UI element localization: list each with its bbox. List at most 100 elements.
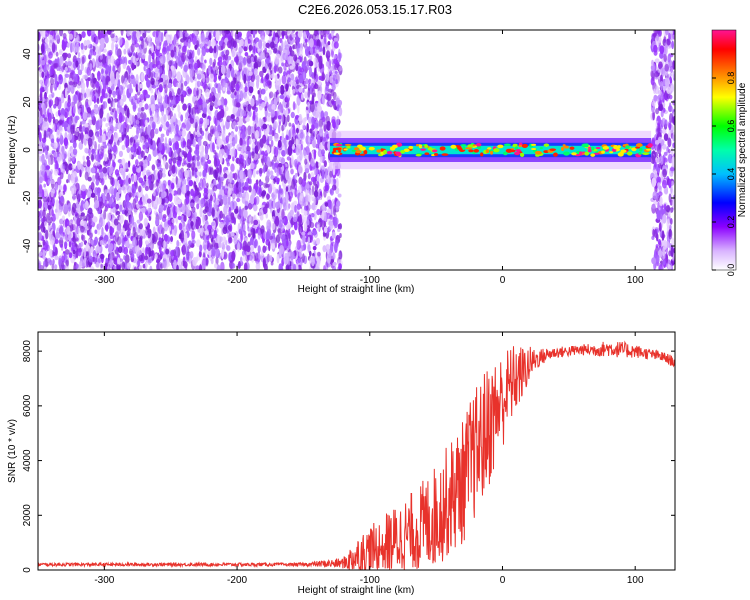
noise-mark [239,256,243,264]
noise-mark [276,253,280,264]
noise-mark [180,82,184,92]
noise-mark [137,81,141,93]
noise-mark [252,168,256,178]
noise-mark [68,252,73,259]
noise-mark [168,225,171,232]
noise-mark [86,155,90,161]
noise-mark [208,229,212,239]
noise-mark [185,194,190,205]
noise-mark [303,150,307,159]
noise-mark [144,240,149,245]
noise-mark [335,177,339,189]
noise-mark [235,54,239,65]
noise-mark [41,42,45,54]
noise-mark [203,118,208,129]
noise-mark [132,164,137,174]
noise-mark [310,176,316,183]
noise-mark [184,169,189,179]
noise-mark [151,44,154,54]
noise-mark [272,48,278,54]
noise-mark [210,183,214,189]
noise-mark [175,215,179,224]
noise-mark [95,179,100,186]
noise-mark [248,216,254,226]
noise-mark [176,160,182,166]
noise-mark [164,136,168,147]
noise-mark [120,170,125,176]
noise-mark [126,194,130,204]
noise-mark [308,181,313,186]
noise-mark [53,168,59,176]
noise-mark [258,117,262,128]
noise-mark [42,239,46,246]
noise-mark [230,80,236,89]
noise-mark [177,199,182,205]
noise-mark [150,103,156,113]
noise-mark [50,190,54,198]
noise-mark [222,80,226,86]
noise-mark [83,74,89,80]
noise-mark [160,124,163,129]
noise-mark [167,36,171,45]
noise-mark [70,124,75,135]
noise-mark [80,63,84,72]
noise-mark [109,165,114,175]
noise-mark [38,131,42,142]
noise-mark [107,245,113,254]
noise-mark [132,226,136,238]
noise-mark [115,210,121,216]
noise-mark [53,151,58,158]
noise-mark [84,127,90,134]
noise-mark [217,138,223,149]
noise-mark [109,176,114,185]
noise-mark [270,139,274,147]
noise-mark [94,229,98,235]
noise-mark [142,247,145,255]
noise-mark [115,203,120,210]
noise-mark [136,219,141,224]
noise-mark [205,182,209,189]
noise-mark [146,35,151,42]
noise-mark [161,110,164,117]
noise-mark [171,223,175,230]
noise-mark [177,256,181,266]
noise-mark [138,254,143,262]
noise-mark [269,255,273,262]
noise-mark [229,171,233,180]
noise-mark [110,33,115,39]
noise-mark [323,220,327,228]
noise-mark [321,203,326,211]
noise-mark [213,229,217,239]
noise-mark [63,52,69,58]
noise-mark [43,129,47,140]
noise-mark [311,116,315,125]
noise-mark [41,153,45,164]
noise-mark [300,208,305,214]
noise-mark [167,179,171,186]
noise-mark [294,174,298,180]
noise-mark [160,115,166,125]
noise-mark [157,153,162,160]
noise-mark [225,135,230,144]
noise-mark [249,81,254,87]
noise-mark [113,126,118,132]
noise-mark [138,238,143,249]
noise-mark [135,119,140,125]
noise-mark [244,52,249,57]
noise-mark [199,127,203,135]
noise-mark [167,82,173,89]
noise-mark [146,198,152,204]
noise-mark [170,249,175,257]
noise-mark [278,263,283,270]
noise-mark [64,66,68,72]
noise-mark [75,213,80,219]
noise-mark [228,236,233,244]
noise-mark [194,167,198,173]
noise-mark [68,81,74,86]
noise-mark [108,132,112,138]
noise-mark [140,228,145,237]
noise-mark [116,223,122,235]
noise-mark [329,214,334,220]
noise-mark [212,184,218,192]
